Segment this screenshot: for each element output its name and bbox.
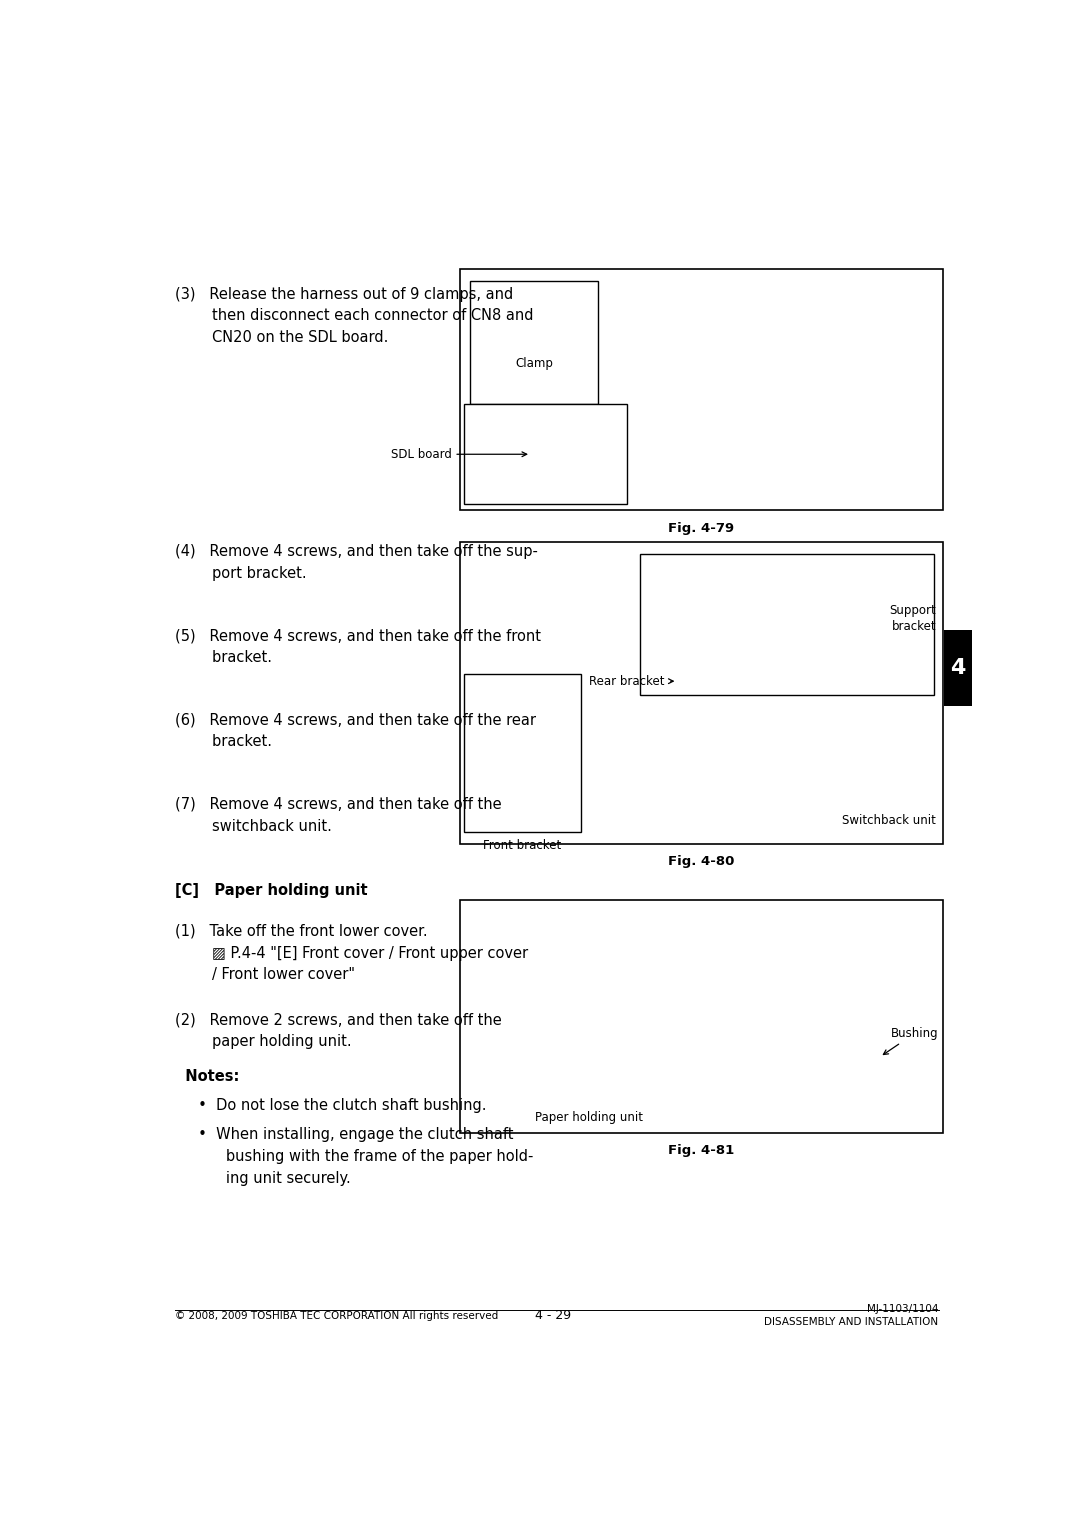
Bar	[464, 405, 627, 504]
Text: (3)   Release the harness out of 9 clamps, and
        then disconnect each conn: (3) Release the harness out of 9 clamps,…	[175, 287, 534, 345]
Text: Rear bracket: Rear bracket	[590, 675, 673, 687]
Text: (7)   Remove 4 screws, and then take off the
        switchback unit.: (7) Remove 4 screws, and then take off t…	[175, 797, 502, 834]
Bar	[460, 542, 943, 844]
Text: Front bracket: Front bracket	[484, 840, 562, 852]
Text: Fig. 4-81: Fig. 4-81	[669, 1144, 734, 1157]
Bar	[464, 673, 581, 832]
Bar	[944, 631, 972, 707]
Text: (4)   Remove 4 screws, and then take off the sup-
        port bracket.: (4) Remove 4 screws, and then take off t…	[175, 544, 538, 580]
Text: 4 - 29: 4 - 29	[536, 1309, 571, 1322]
Bar	[460, 901, 943, 1133]
Text: Switchback unit: Switchback unit	[842, 814, 936, 828]
Text: •  Do not lose the clutch shaft bushing.: • Do not lose the clutch shaft bushing.	[175, 1098, 487, 1113]
Text: (2)   Remove 2 screws, and then take off the
        paper holding unit.: (2) Remove 2 screws, and then take off t…	[175, 1012, 502, 1049]
Bar	[460, 269, 943, 510]
Text: Paper holding unit: Paper holding unit	[536, 1110, 644, 1124]
Text: [C]   Paper holding unit: [C] Paper holding unit	[175, 883, 368, 898]
Text: Fig. 4-79: Fig. 4-79	[669, 522, 734, 534]
Text: SDL board: SDL board	[391, 447, 527, 461]
Text: (5)   Remove 4 screws, and then take off the front
        bracket.: (5) Remove 4 screws, and then take off t…	[175, 629, 541, 666]
Text: (1)   Take off the front lower cover.
        ▨ P.4-4 "[E] Front cover / Front u: (1) Take off the front lower cover. ▨ P.…	[175, 924, 528, 982]
Text: © 2008, 2009 TOSHIBA TEC CORPORATION All rights reserved: © 2008, 2009 TOSHIBA TEC CORPORATION All…	[175, 1310, 499, 1321]
Text: Clamp: Clamp	[515, 357, 553, 370]
Text: MJ-1103/1104
DISASSEMBLY AND INSTALLATION: MJ-1103/1104 DISASSEMBLY AND INSTALLATIO…	[765, 1304, 939, 1327]
Text: Bushing: Bushing	[883, 1026, 939, 1055]
Text: 4: 4	[950, 658, 966, 678]
Bar	[470, 281, 598, 405]
Text: Fig. 4-80: Fig. 4-80	[669, 855, 734, 867]
Text: (6)   Remove 4 screws, and then take off the rear
        bracket.: (6) Remove 4 screws, and then take off t…	[175, 713, 536, 750]
Text: Support
bracket: Support bracket	[889, 603, 936, 632]
Text: Notes:: Notes:	[175, 1069, 240, 1084]
Text: •  When installing, engage the clutch shaft
           bushing with the frame of: • When installing, engage the clutch sha…	[175, 1127, 534, 1185]
Bar	[639, 554, 934, 695]
